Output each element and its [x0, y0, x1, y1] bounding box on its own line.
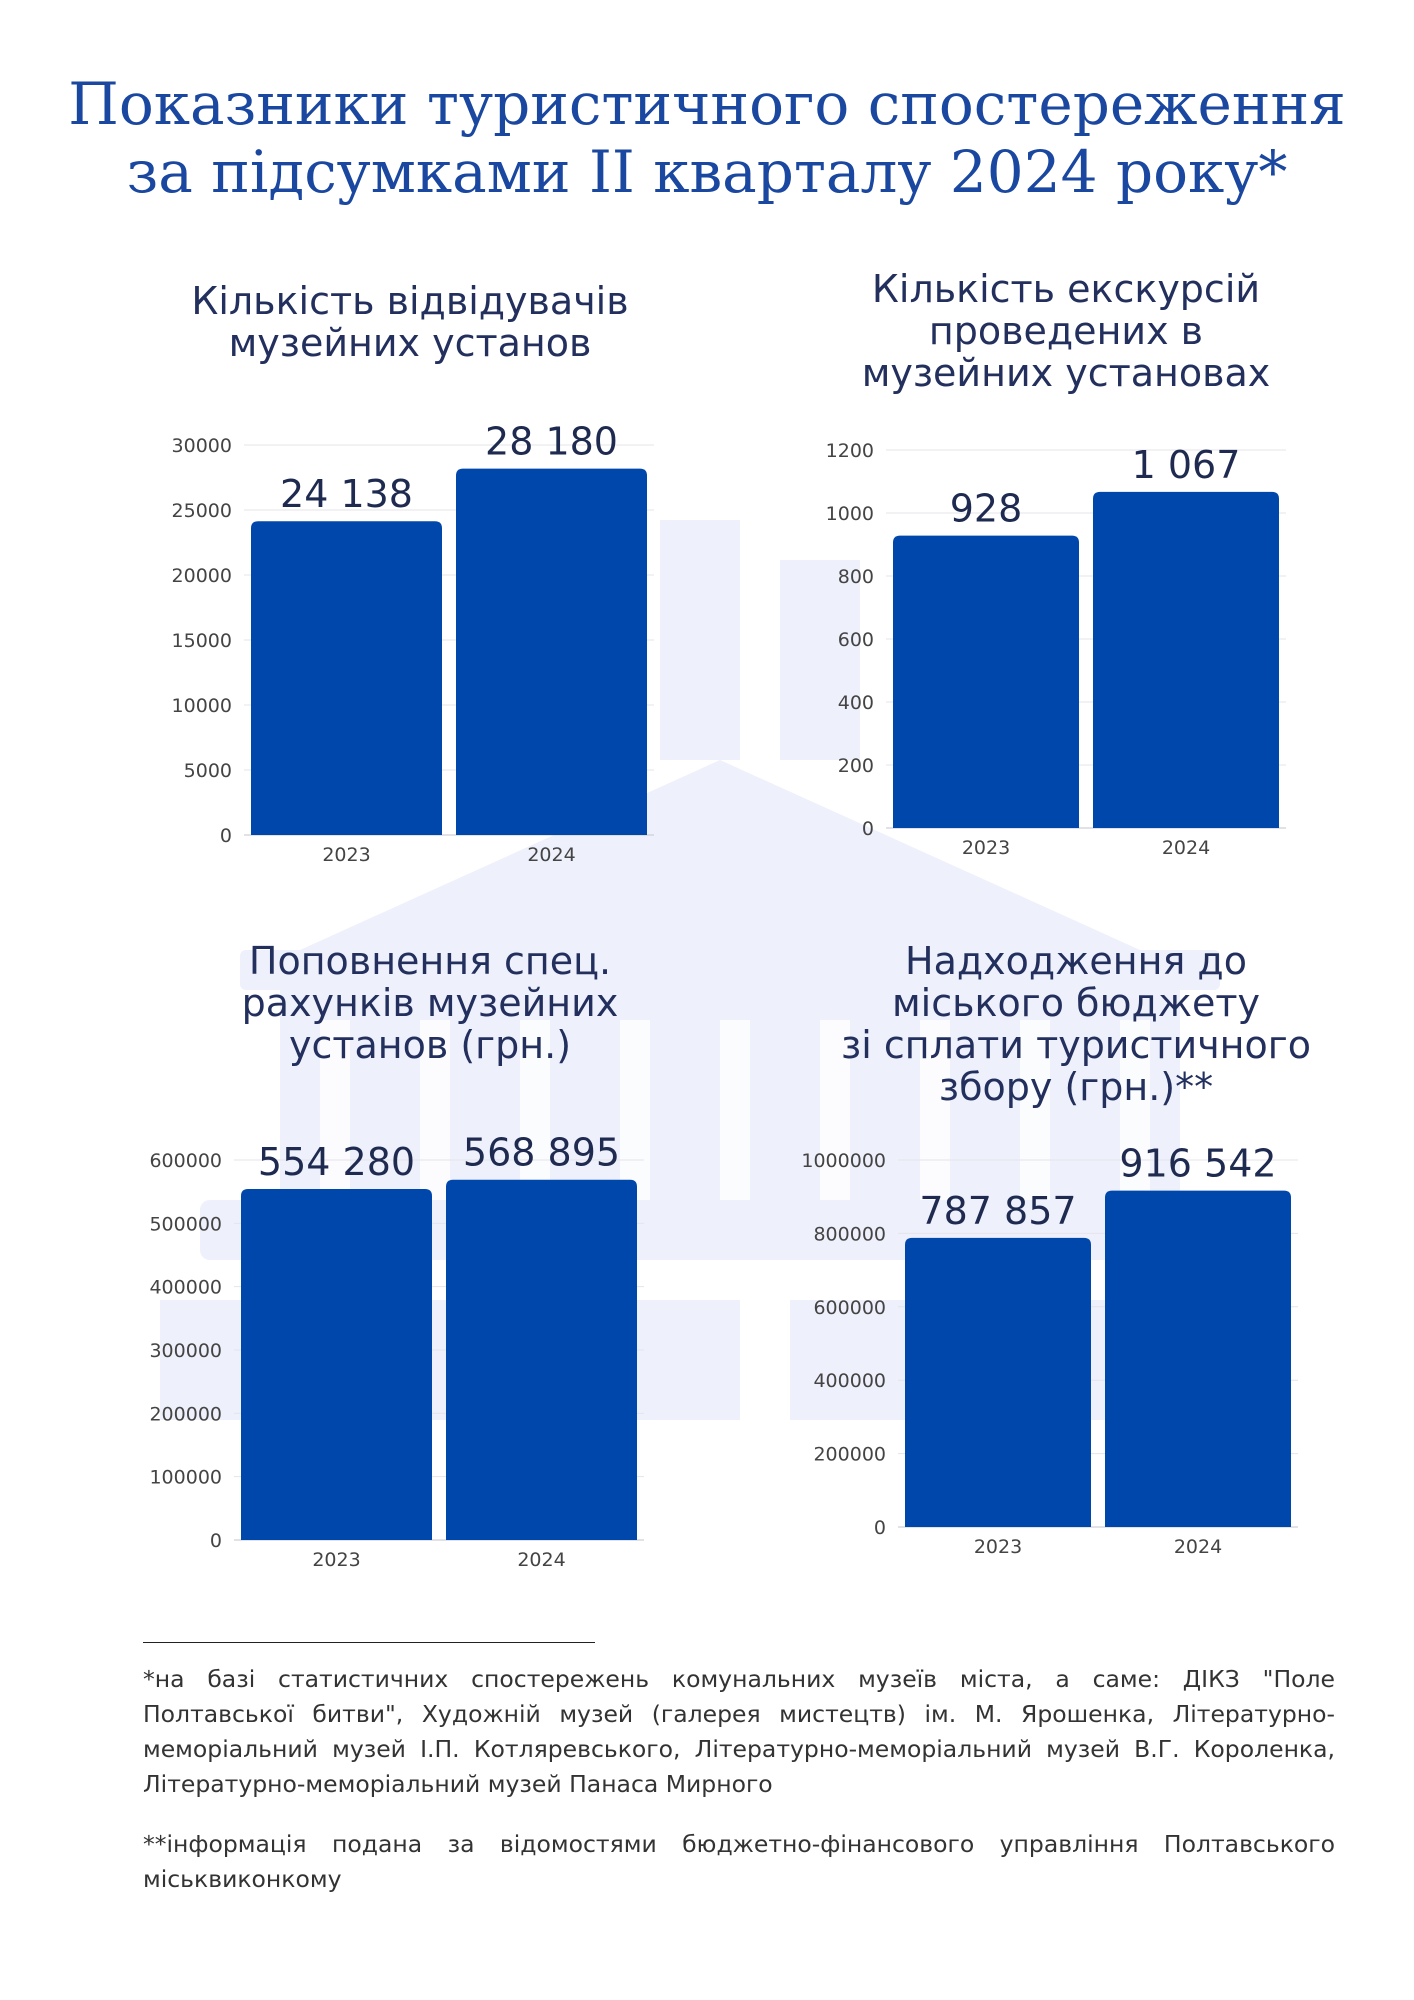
x-category-label: 2023: [322, 844, 370, 866]
y-tick-label: 1000: [826, 503, 874, 525]
chart-tourist-tax-title-line-3: зі сплати туристичного: [841, 1023, 1311, 1067]
y-tick-label: 400000: [813, 1370, 886, 1392]
chart-excursions-title-line-3: музейних установах: [861, 351, 1271, 395]
y-tick-label: 800000: [813, 1223, 886, 1245]
bar-2024: [1105, 1190, 1291, 1527]
y-tick-label: 20000: [172, 565, 232, 587]
bar-2023: [905, 1237, 1091, 1527]
y-tick-label: 5000: [184, 760, 232, 782]
chart-excursions-title: Кількість екскурсій проведених в музейни…: [726, 268, 1406, 394]
y-tick-label: 600000: [149, 1150, 222, 1172]
y-tick-label: 300000: [149, 1340, 222, 1362]
y-tick-label: 500000: [149, 1213, 222, 1235]
chart-special-accounts-title-line-1: Поповнення спец.: [248, 939, 612, 983]
chart-visitors-title-line-2: музейних установ: [228, 321, 592, 365]
bar-2024: [446, 1179, 637, 1540]
chart-tourist-tax-title-line-1: Надходження до: [905, 939, 1247, 983]
x-category-label: 2024: [527, 844, 575, 866]
chart-tourist-tax: Надходження до міського бюджету зі сплат…: [726, 940, 1406, 1560]
y-tick-label: 800: [838, 566, 874, 588]
chart-excursions: Кількість екскурсій проведених в музейни…: [726, 268, 1406, 888]
data-label: 28 180: [485, 420, 618, 464]
page-title-line-1: Показники туристичного спостереження: [68, 70, 1346, 138]
footnote-divider: [143, 1642, 595, 1643]
y-tick-label: 0: [220, 825, 232, 847]
chart-excursions-plot: 0 200 400 600 800 1000 1200 928 2023 1 067 2024: [826, 440, 1286, 859]
x-category-label: 2024: [517, 1549, 565, 1571]
y-tick-label: 400: [838, 692, 874, 714]
chart-visitors-plot: 0 5000 10000 15000 20000 25000 30000 24 138 2023…: [172, 420, 654, 866]
data-label: 928: [950, 487, 1023, 531]
bar-2024: [456, 468, 647, 835]
data-label: 568 895: [463, 1131, 620, 1175]
x-category-label: 2023: [974, 1536, 1022, 1558]
y-tick-label: 0: [210, 1530, 222, 1552]
chart-visitors: Кількість відвідувачів музейних установ …: [30, 275, 710, 895]
chart-tourist-tax-title-line-4: збору (грн.)**: [938, 1065, 1214, 1109]
page-title: Показники туристичного спостереження за …: [0, 70, 1414, 206]
chart-excursions-title-line-1: Кількість екскурсій: [871, 267, 1261, 311]
bar-2023: [241, 1188, 432, 1540]
x-category-label: 2023: [962, 837, 1010, 859]
y-tick-label: 1000000: [801, 1150, 886, 1172]
chart-tourist-tax-title: Надходження до міського бюджету зі сплат…: [736, 940, 1414, 1108]
x-category-label: 2023: [312, 1549, 360, 1571]
chart-special-accounts-title-line-2: рахунків музейних: [241, 981, 619, 1025]
chart-special-accounts: Поповнення спец. рахунків музейних устан…: [30, 940, 710, 1571]
footnote-1: *на базі статистичних спостережень комун…: [143, 1665, 1335, 1798]
y-tick-label: 10000: [172, 695, 232, 717]
page-title-line-2: за підсумками ІІ кварталу 2024 року*: [126, 138, 1288, 206]
y-tick-label: 1200: [826, 440, 874, 462]
bar-2024: [1093, 491, 1279, 828]
y-tick-label: 600000: [813, 1297, 886, 1319]
data-label: 24 138: [280, 472, 413, 516]
chart-special-accounts-plot: 0 100000 200000 300000 400000 500000 600000 554…: [149, 1131, 644, 1571]
data-label: 554 280: [258, 1140, 415, 1184]
y-tick-label: 0: [874, 1517, 886, 1539]
chart-special-accounts-title: Поповнення спец. рахунків музейних устан…: [90, 940, 770, 1066]
data-label: 787 857: [919, 1189, 1076, 1233]
chart-tourist-tax-plot: 0 200000 400000 600000 800000 1000000 787 857 2…: [801, 1142, 1298, 1558]
x-category-label: 2024: [1174, 1536, 1222, 1558]
footnote-2: **інформація подана за відомостями бюдже…: [143, 1830, 1335, 1893]
chart-excursions-title-line-2: проведених в: [928, 309, 1204, 353]
x-category-label: 2024: [1162, 837, 1210, 859]
bar-2023: [893, 535, 1079, 828]
y-tick-label: 30000: [172, 435, 232, 457]
data-label: 916 542: [1119, 1142, 1276, 1186]
chart-tourist-tax-title-line-2: міського бюджету: [892, 981, 1260, 1025]
y-tick-label: 100000: [149, 1467, 222, 1489]
y-tick-label: 0: [862, 818, 874, 840]
bar-2023: [251, 521, 442, 835]
data-label: 1 067: [1132, 443, 1241, 487]
y-tick-label: 25000: [172, 500, 232, 522]
y-tick-label: 400000: [149, 1277, 222, 1299]
chart-visitors-title: Кількість відвідувачів музейних установ: [70, 280, 750, 364]
y-tick-label: 200000: [813, 1444, 886, 1466]
y-tick-label: 15000: [172, 630, 232, 652]
y-tick-label: 200000: [149, 1403, 222, 1425]
chart-special-accounts-title-line-3: установ (грн.): [288, 1023, 572, 1067]
y-tick-label: 200: [838, 755, 874, 777]
y-tick-label: 600: [838, 629, 874, 651]
chart-visitors-title-line-1: Кількість відвідувачів: [191, 279, 629, 323]
